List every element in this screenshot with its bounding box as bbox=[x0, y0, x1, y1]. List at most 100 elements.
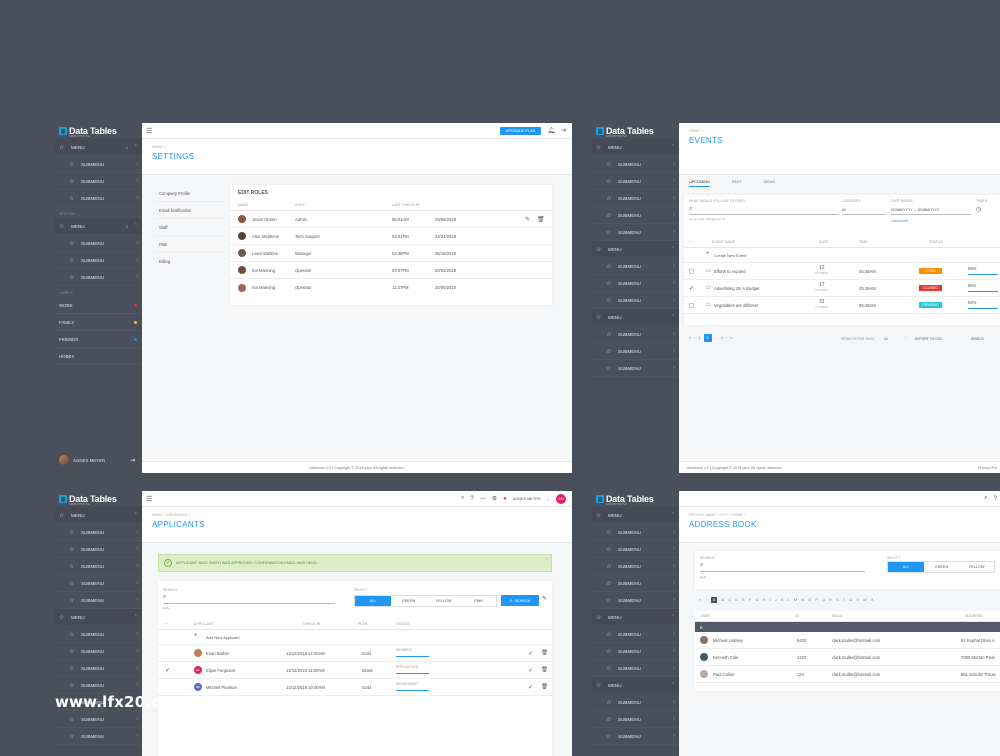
table-row[interactable]: Alex Stephens Tech Support 02:01PM 24/24… bbox=[230, 228, 552, 245]
table-row[interactable]: Ina Manning Operator 11:37PM 20/05/2018 bbox=[230, 279, 552, 296]
sidebar-submenu[interactable]: ☆ SUBMENU › bbox=[55, 694, 142, 711]
nav-staff[interactable]: Staff bbox=[154, 219, 224, 236]
segment-all[interactable]: ALL bbox=[888, 562, 924, 572]
nav-plan[interactable]: Plan bbox=[154, 236, 224, 253]
table-row[interactable]: ✓ ▭ Advertising On A Budget 17 OCTOBER 0… bbox=[684, 280, 1000, 297]
sidebar-submenu[interactable]: ☆ SUBMENU › bbox=[592, 626, 679, 643]
breadcrumb[interactable]: PROFILE NAME > CITY > HOME > bbox=[689, 513, 746, 517]
close-icon[interactable]: × bbox=[545, 556, 548, 561]
alphabet-letter[interactable]: X bbox=[870, 598, 874, 602]
alphabet-letter[interactable]: P bbox=[815, 598, 818, 602]
search-input[interactable] bbox=[700, 571, 865, 572]
sidebar-submenu[interactable]: ☆ SUBMENU › bbox=[592, 275, 679, 292]
breadcrumb[interactable]: HOME > bbox=[689, 129, 703, 133]
sidebar-menu[interactable]: ☆ MENU 2 ⌃ bbox=[55, 139, 142, 156]
check-icon[interactable]: ✓ bbox=[689, 285, 695, 292]
sidebar-submenu[interactable]: ☆ SUBMENU › bbox=[55, 190, 142, 207]
alphabet-letter[interactable]: « bbox=[699, 598, 702, 602]
segment-pink[interactable]: PINK bbox=[474, 599, 483, 603]
sidebar-submenu[interactable]: ☆ SUBMENU › bbox=[592, 343, 679, 360]
breadcrumb[interactable]: HOME > bbox=[152, 145, 166, 149]
label-work[interactable]: WORK bbox=[55, 297, 142, 314]
sidebar-menu[interactable]: ☆ MENU ⌃ bbox=[592, 507, 679, 524]
sidebar-submenu[interactable]: ☆ SUBMENU › bbox=[55, 173, 142, 190]
search-icon[interactable]: ⌕ bbox=[984, 495, 988, 501]
minus-icon[interactable]: − bbox=[165, 621, 168, 627]
nav-billing[interactable]: Billing bbox=[159, 259, 171, 264]
alphabet-letter[interactable]: K bbox=[780, 598, 784, 602]
check-icon[interactable]: ✓ bbox=[528, 667, 534, 674]
segment-green[interactable]: GREEN bbox=[401, 599, 416, 603]
alphabet-letter[interactable]: G bbox=[755, 598, 759, 602]
sidebar-submenu[interactable]: ☆ SUBMENU › bbox=[55, 626, 142, 643]
sidebar-menu[interactable]: ☆ MENU ⌃ bbox=[592, 309, 679, 326]
sidebar-submenu[interactable]: ☆ SUBMENU › bbox=[55, 541, 142, 558]
sidebar-submenu[interactable]: ☆ SUBMENU › bbox=[592, 360, 679, 377]
sidebar-submenu[interactable]: ☆ SUBMENU › bbox=[592, 292, 679, 309]
search-button[interactable]: ⌕ SEARCH bbox=[501, 595, 539, 606]
edit-icon[interactable]: ✎ bbox=[525, 216, 531, 223]
tab-upcoming[interactable]: UPCOMING bbox=[689, 180, 710, 187]
logout-icon[interactable]: ⇥ bbox=[560, 128, 566, 134]
eraser-icon[interactable]: ✎ bbox=[542, 596, 548, 602]
search-input[interactable] bbox=[689, 214, 839, 215]
sidebar-submenu[interactable]: ☆ SUBMENU › bbox=[55, 558, 142, 575]
alphabet-letter[interactable]: D bbox=[735, 598, 738, 602]
segment-yellow[interactable]: YELLOW bbox=[435, 599, 452, 603]
sidebar-menu[interactable]: ☆ MENU ⌃ bbox=[55, 507, 142, 524]
alphabet-letter[interactable]: A bbox=[710, 597, 718, 603]
breadcrumb[interactable]: HOME > MESSAGES > bbox=[152, 513, 191, 517]
sidebar-submenu[interactable]: ☆ SUBMENU › bbox=[55, 643, 142, 660]
segment-all[interactable]: ALL bbox=[355, 596, 391, 606]
sidebar-submenu[interactable]: ☆ SUBMENU › bbox=[592, 592, 679, 609]
sidebar-submenu[interactable]: ☆ SUBMENU › bbox=[55, 269, 142, 286]
alphabet-letter[interactable]: O bbox=[808, 598, 812, 602]
table-row[interactable]: Micheal Lindsey 6432 clark.muller@hotmai… bbox=[695, 632, 1000, 649]
sidebar-submenu[interactable]: ☆ SUBMENU › bbox=[55, 711, 142, 728]
table-row[interactable]: Jesus Obrien Admin 06:01AM 29/05/2018 ✎ … bbox=[230, 211, 552, 228]
sidebar-submenu[interactable]: ☆ SUBMENU › bbox=[592, 258, 679, 275]
sidebar-submenu[interactable]: ☆ SUBMENU › bbox=[592, 558, 679, 575]
sidebar-submenu[interactable]: ☆ SUBMENU › bbox=[592, 173, 679, 190]
alphabet-letter[interactable]: T bbox=[842, 598, 846, 602]
table-row[interactable]: Kenneth Cole 1222 clark.muller@hotmail.c… bbox=[695, 649, 1000, 666]
alphabet-letter[interactable]: W bbox=[863, 598, 867, 602]
sidebar-menu[interactable]: ☆ MENU ⌃ bbox=[592, 139, 679, 156]
alphabet-letter[interactable]: I bbox=[769, 598, 771, 602]
help-icon[interactable]: ? bbox=[993, 495, 997, 502]
sidebar-submenu[interactable]: ☆ SUBMENU › bbox=[592, 207, 679, 224]
sidebar-menu[interactable]: ☆ MENU ⌃ bbox=[592, 677, 679, 694]
user-name[interactable]: AGNES MEYER bbox=[512, 496, 541, 501]
alphabet-letter[interactable]: C bbox=[728, 598, 731, 602]
table-row[interactable]: Ina Manning Operator 03:07PM 20/03/2018 bbox=[230, 262, 552, 279]
alphabet-letter[interactable]: S bbox=[836, 598, 839, 602]
table-row[interactable]: ▭ Efforts to expand 12 OCTOBER 05:48AM O… bbox=[684, 263, 1000, 280]
create-event-row[interactable]: + Create New Event bbox=[684, 248, 1000, 263]
search-icon[interactable]: ⌕ bbox=[461, 495, 465, 501]
label-hobby[interactable]: HOBBY bbox=[55, 348, 142, 365]
alphabet-letter[interactable]: L bbox=[787, 598, 790, 602]
sidebar-submenu[interactable]: ☆ SUBMENU › bbox=[592, 541, 679, 558]
alphabet-letter[interactable]: Q bbox=[822, 598, 825, 602]
sidebar-submenu[interactable]: ☆ SUBMENU › bbox=[592, 156, 679, 173]
add-applicant-row[interactable]: + Add New Applicant bbox=[158, 630, 552, 645]
nav-email-notification[interactable]: Email Notification bbox=[154, 202, 224, 219]
sidebar-submenu[interactable]: ☆ SUBMENU › bbox=[55, 592, 142, 609]
sidebar-submenu[interactable]: ☆ SUBMENU › bbox=[592, 224, 679, 241]
table-row[interactable]: ✓ EF Elijan Ferguson 12/12/2018 11:00AM … bbox=[158, 662, 552, 679]
table-row[interactable]: ▭ Vegetables are different 31 OCTOBER 05… bbox=[684, 297, 1000, 314]
sidebar-submenu[interactable]: ☆ SUBMENU › bbox=[55, 575, 142, 592]
table-row[interactable]: Evan Barber 12/12/2018 12:00AM Gold PAYM… bbox=[158, 645, 552, 662]
sidebar-submenu[interactable]: ☆ SUBMENU › bbox=[55, 252, 142, 269]
logout-icon[interactable]: ⇥ bbox=[129, 457, 135, 464]
sidebar-submenu[interactable]: ☆ SUBMENU › bbox=[592, 711, 679, 728]
alphabet-letter[interactable]: U bbox=[849, 598, 853, 602]
sidebar-submenu[interactable]: ☆ SUBMENU › bbox=[55, 235, 142, 252]
sidebar-submenu[interactable]: ☆ SUBMENU › bbox=[55, 524, 142, 541]
sidebar-submenu[interactable]: ☆ SUBMENU › bbox=[592, 524, 679, 541]
chevron-down-icon[interactable]: ⌄ bbox=[546, 496, 550, 501]
sidebar-submenu[interactable]: ☆ SUBMENU › bbox=[55, 660, 142, 677]
search-input[interactable] bbox=[163, 603, 335, 604]
table-row[interactable]: Paul Collier 124 clark.muller@hotmail.co… bbox=[695, 666, 1000, 683]
hamburger-icon[interactable]: ☰ bbox=[146, 495, 153, 503]
